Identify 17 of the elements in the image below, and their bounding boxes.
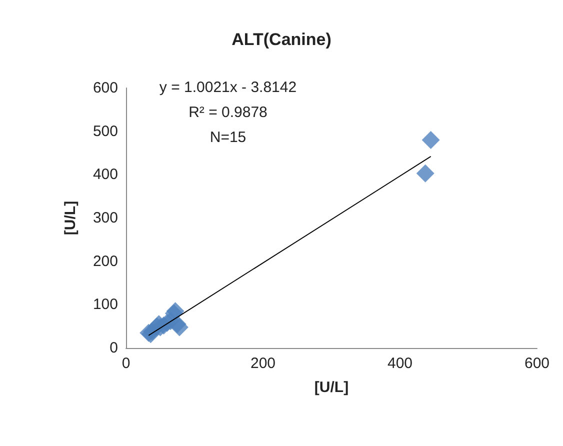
y-tick-label: 400 — [92, 166, 118, 184]
y-tick-label: 300 — [92, 210, 118, 226]
chart-title: ALT(Canine) — [232, 30, 332, 49]
y-tick-label: 600 — [92, 80, 118, 96]
y-tick-label: 500 — [92, 122, 118, 140]
x-tick-label: 200 — [250, 355, 276, 372]
annotation: N=15 — [210, 129, 246, 146]
x-tick-label: 0 — [122, 355, 130, 372]
x-tick-label: 400 — [387, 355, 413, 372]
annotation: R² = 0.9878 — [188, 104, 268, 121]
y-tick-label: 100 — [92, 296, 118, 314]
x-tick-label: 600 — [524, 355, 550, 372]
x-axis-title: [U/L] — [314, 379, 349, 396]
y-axis-title: [U/L] — [62, 200, 79, 236]
y-tick-label: 0 — [110, 340, 118, 356]
annotation: y = 1.0021x - 3.8142 — [159, 79, 297, 96]
y-tick-label: 200 — [92, 252, 118, 270]
